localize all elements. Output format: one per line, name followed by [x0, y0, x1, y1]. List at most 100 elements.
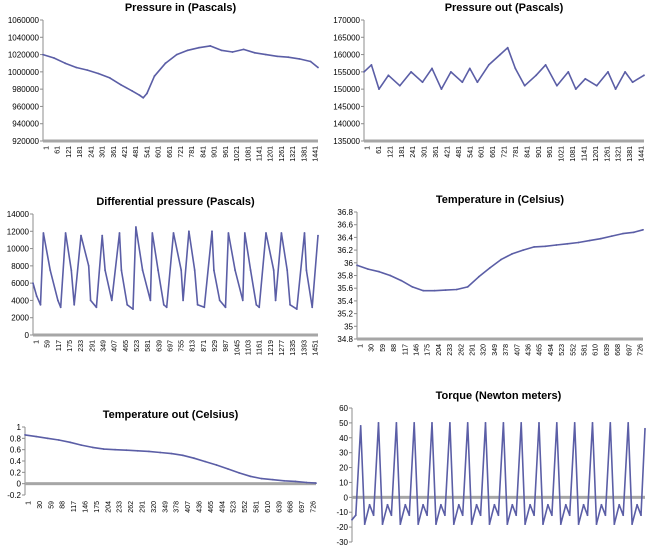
- x-tick-label: 1: [26, 501, 33, 505]
- x-tick-label: 661: [167, 146, 174, 158]
- data-point: [131, 90, 134, 92]
- data-point: [64, 232, 67, 234]
- x-tick-label: 901: [536, 146, 543, 158]
- chart-panel-2: Pressure out (Pascals) 135000 140000 145000…: [333, 2, 645, 162]
- x-tick-label: 1441: [639, 146, 646, 162]
- data-point: [73, 303, 76, 306]
- x-tick-label: 1045: [234, 340, 241, 356]
- data-point: [461, 81, 464, 84]
- y-tick-label: 135000: [333, 137, 360, 146]
- x-tick-label: 175: [67, 340, 74, 352]
- data-point: [196, 303, 199, 306]
- x-tick-label: 146: [414, 344, 421, 356]
- y-tick-label: 10000: [7, 245, 30, 254]
- x-tick-label: 421: [122, 146, 129, 158]
- x-tick-label: 901: [212, 146, 219, 158]
- series-line-1: [32, 226, 319, 310]
- x-tick-label: 552: [570, 344, 577, 356]
- data-point: [181, 454, 184, 457]
- x-tick-label: 88: [60, 501, 67, 509]
- x-tick-label: 233: [447, 344, 454, 356]
- y-tick-label: 14000: [7, 210, 30, 219]
- data-point: [440, 503, 442, 506]
- y-tick-label: 6000: [11, 279, 29, 288]
- data-point: [524, 523, 526, 525]
- x-tick-label: 378: [503, 344, 510, 356]
- data-point: [108, 77, 111, 79]
- x-tick-label: 59: [48, 501, 55, 509]
- data-point: [431, 67, 433, 70]
- data-point: [551, 514, 553, 517]
- data-point: [283, 479, 285, 482]
- data-point: [523, 84, 526, 87]
- data-point: [506, 46, 509, 49]
- data-point: [542, 523, 544, 525]
- x-tick-label: 668: [288, 501, 295, 513]
- data-point: [104, 269, 106, 272]
- x-tick-label: 349: [492, 344, 499, 356]
- data-point: [170, 452, 173, 455]
- x-tick-label: 494: [219, 501, 226, 513]
- x-tick-label: 1321: [290, 146, 297, 162]
- x-tick-label: 1: [44, 146, 51, 150]
- data-point: [272, 269, 275, 272]
- x-tick-label: 121: [66, 146, 73, 158]
- data-point: [35, 295, 38, 297]
- x-tick-label: 1: [34, 340, 41, 344]
- x-tick-label: 233: [78, 340, 85, 352]
- x-tick-label: 204: [105, 501, 112, 513]
- data-point: [477, 275, 480, 278]
- x-tick-label: 1201: [593, 146, 600, 162]
- data-point: [138, 94, 141, 97]
- x-axis-band: [357, 337, 643, 341]
- x-tick-label: 301: [422, 146, 429, 158]
- data-point: [640, 514, 642, 517]
- data-point: [220, 49, 223, 52]
- y-tick-label: 50: [339, 419, 348, 428]
- x-tick-label: 421: [444, 146, 451, 158]
- data-point: [599, 237, 602, 240]
- data-point: [497, 514, 500, 517]
- data-point: [118, 232, 121, 234]
- x-tick-label: 541: [144, 146, 151, 158]
- x-tick-label: 61: [376, 146, 383, 154]
- chart-title: Torque (Newton meters): [436, 390, 562, 402]
- data-point: [242, 48, 245, 51]
- data-point: [126, 303, 129, 306]
- data-point: [493, 503, 496, 506]
- data-point: [622, 514, 625, 517]
- data-point: [231, 51, 234, 53]
- x-tick-label: 1021: [559, 146, 566, 162]
- data-point: [234, 269, 237, 272]
- data-point: [404, 503, 407, 506]
- x-tick-label: 61: [55, 146, 62, 154]
- data-point: [368, 503, 371, 506]
- chart-panel-4: Temperature in (Celsius) 34.8 35 35.2 35.4 35…: [337, 194, 644, 356]
- data-point: [568, 514, 571, 517]
- data-point: [86, 69, 89, 71]
- data-point: [193, 269, 196, 272]
- data-point: [311, 306, 314, 309]
- data-point: [120, 83, 122, 86]
- data-point: [533, 514, 535, 517]
- data-point: [32, 282, 34, 284]
- data-point: [243, 232, 246, 234]
- data-point: [114, 448, 116, 451]
- data-point: [422, 289, 425, 292]
- data-point: [53, 57, 55, 59]
- x-tick-label: 961: [223, 146, 230, 158]
- data-point: [466, 422, 469, 424]
- x-tick-label: 1141: [256, 146, 263, 161]
- data-point: [577, 523, 580, 525]
- x-tick-label: 117: [56, 340, 63, 351]
- data-point: [149, 299, 152, 302]
- data-point: [356, 264, 358, 267]
- x-tick-label: 697: [626, 344, 633, 356]
- data-point: [378, 88, 380, 90]
- data-point: [381, 523, 384, 525]
- data-point: [387, 74, 390, 77]
- y-tick-label: 145000: [333, 102, 360, 111]
- data-point: [574, 88, 577, 90]
- y-tick-label: 2000: [11, 314, 29, 323]
- data-point: [182, 299, 185, 302]
